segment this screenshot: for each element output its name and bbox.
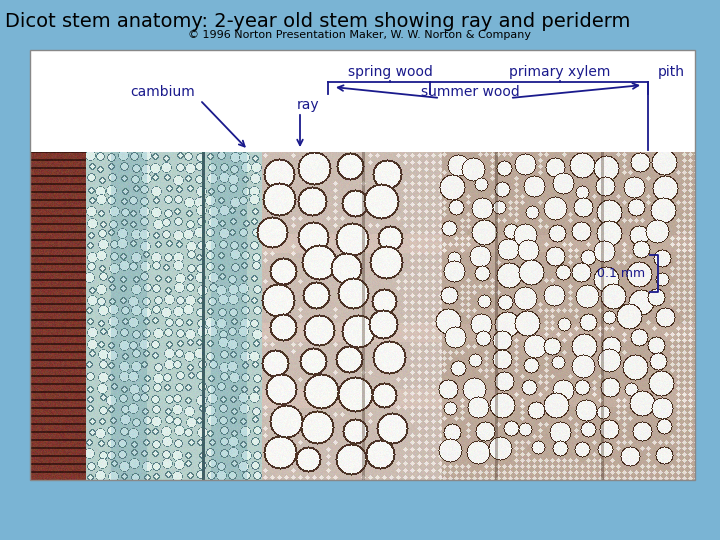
Text: Dicot stem anatomy: 2-year old stem showing ray and periderm: Dicot stem anatomy: 2-year old stem show… xyxy=(5,12,631,31)
Bar xyxy=(30,50,695,480)
Text: pith: pith xyxy=(658,65,685,79)
Text: primary xylem: primary xylem xyxy=(509,65,611,79)
Text: © 1996 Norton Presentation Maker, W. W. Norton & Company: © 1996 Norton Presentation Maker, W. W. … xyxy=(189,30,531,40)
Text: ray: ray xyxy=(297,98,319,112)
Text: summer wood: summer wood xyxy=(420,85,519,99)
Text: spring wood: spring wood xyxy=(348,65,433,79)
Bar xyxy=(30,50,695,152)
Text: cambium: cambium xyxy=(130,85,195,99)
Bar xyxy=(30,50,695,152)
Text: 0.1 mm: 0.1 mm xyxy=(597,267,645,280)
